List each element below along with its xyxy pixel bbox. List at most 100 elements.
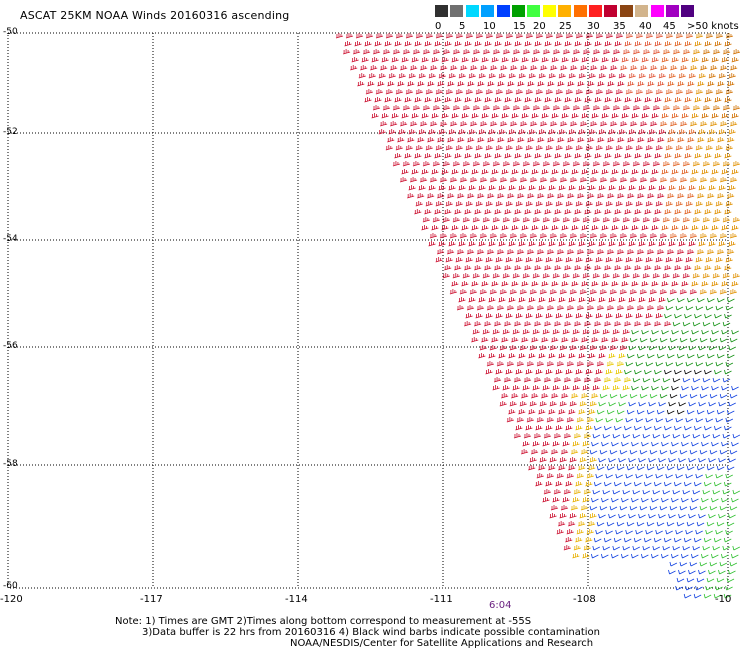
wind-barb [495, 33, 504, 39]
wind-barb [485, 257, 493, 263]
wind-barb [659, 289, 668, 295]
wind-barb [499, 401, 507, 407]
wind-barb [699, 449, 708, 455]
wind-barb [508, 409, 516, 415]
wind-barb [626, 353, 635, 359]
wind-barb [660, 121, 668, 127]
wind-barb [434, 41, 442, 47]
wind-barb [513, 433, 522, 439]
wind-barb [438, 73, 446, 79]
wind-barb [542, 273, 550, 279]
wind-barb [611, 497, 619, 503]
wind-barb [384, 41, 392, 47]
wind-barb [508, 185, 516, 191]
wind-barb [440, 121, 448, 127]
wind-barb [589, 345, 597, 351]
wind-barb [610, 553, 619, 559]
wind-barb [699, 289, 708, 295]
wind-barb [731, 385, 739, 391]
wind-barb [674, 209, 682, 215]
wind-barb [571, 113, 579, 119]
wind-barb [714, 425, 722, 431]
wind-barb [368, 73, 376, 79]
wind-barb [729, 505, 738, 511]
wind-barb [475, 145, 483, 151]
wind-barb [660, 553, 669, 559]
wind-barb [448, 73, 456, 79]
wind-barb [485, 145, 493, 151]
wind-barb [520, 65, 528, 71]
wind-barb [385, 89, 394, 95]
wind-barb [478, 241, 486, 247]
wind-barb [624, 209, 632, 215]
wind-barb [680, 553, 689, 559]
wind-barb [420, 121, 428, 127]
wind-barb [502, 329, 510, 335]
wind-barb [612, 489, 621, 495]
wind-barb [718, 569, 726, 575]
wind-barb [548, 297, 556, 303]
wind-barb [612, 273, 620, 279]
wind-barb [629, 233, 638, 239]
wind-barb [541, 225, 549, 231]
wind-barb [506, 361, 515, 367]
wind-barb [622, 545, 630, 551]
wind-barb [698, 185, 706, 191]
wind-barb [692, 321, 701, 327]
wind-barb [605, 145, 613, 151]
wind-barb [551, 113, 559, 119]
wind-barb [572, 441, 580, 447]
wind-barb [582, 441, 590, 447]
wind-barb [454, 97, 462, 103]
wind-barb [501, 225, 509, 231]
wind-barb [708, 457, 716, 463]
wind-barb [441, 225, 449, 231]
wind-barb [521, 169, 529, 175]
wind-barb [467, 193, 475, 199]
wind-barb [556, 417, 564, 423]
wind-barb [685, 89, 694, 95]
wind-barb [594, 41, 602, 47]
map-frame [7, 32, 729, 589]
wind-barb [548, 73, 556, 79]
wind-barb [572, 497, 580, 503]
wind-barb [706, 465, 715, 471]
wind-barb [490, 65, 498, 71]
wind-barb [581, 113, 589, 119]
wind-barb [718, 457, 726, 463]
wind-barb [721, 385, 729, 391]
wind-barb [725, 361, 734, 367]
wind-barb [595, 33, 604, 39]
wind-barb [681, 225, 689, 231]
wind-barb [694, 41, 702, 47]
wind-barb [618, 73, 626, 79]
wind-barb [661, 329, 669, 335]
wind-barb [495, 313, 503, 319]
wind-barb [501, 337, 509, 343]
wind-barb [545, 33, 554, 39]
wind-barb [644, 153, 652, 159]
wind-barb [466, 249, 475, 255]
colorbar-swatch [542, 5, 556, 17]
colorbar-swatch [512, 5, 525, 17]
wind-barb [598, 73, 606, 79]
wind-barb [639, 337, 648, 343]
wind-barb [427, 81, 435, 87]
wind-barb [722, 161, 731, 167]
wind-barb [562, 161, 571, 167]
wind-barb [714, 265, 722, 271]
wind-barb [705, 89, 714, 95]
wind-barb [511, 169, 519, 175]
wind-barb [612, 217, 620, 223]
wind-barb [696, 353, 705, 359]
wind-barb [434, 97, 442, 103]
wind-barb [558, 409, 566, 415]
wind-barb [719, 337, 728, 343]
wind-barb [724, 265, 732, 271]
wind-barb [554, 153, 562, 159]
wind-barb [671, 57, 679, 63]
wind-barb [575, 481, 583, 487]
wind-barb [526, 417, 534, 423]
wind-barb [662, 433, 671, 439]
wind-barb [595, 473, 603, 479]
